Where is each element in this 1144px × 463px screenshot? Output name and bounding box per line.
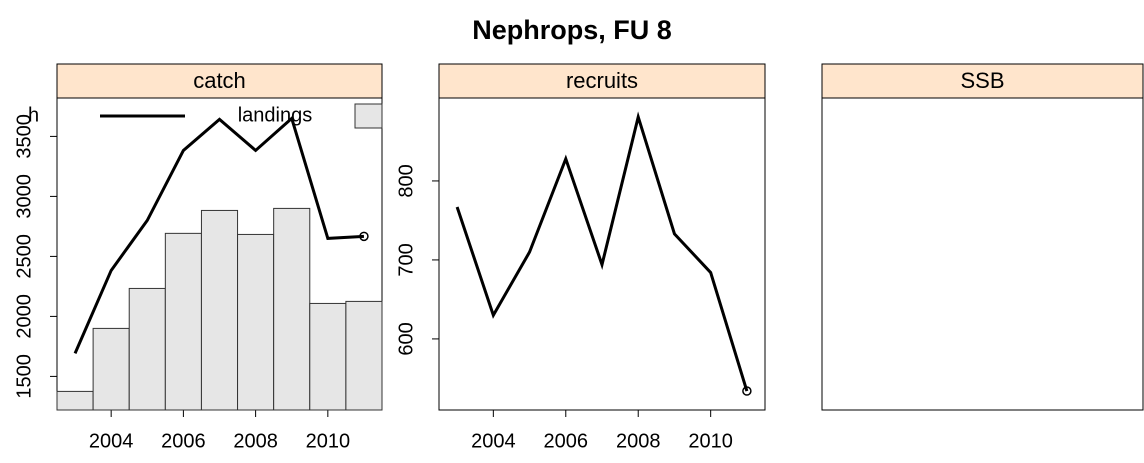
x-tick-label: 2006 xyxy=(544,430,589,452)
bar xyxy=(164,232,202,411)
strip xyxy=(438,63,766,99)
bar xyxy=(237,233,275,411)
x-tick-label: 2010 xyxy=(688,430,733,452)
strip-label: recruits xyxy=(566,68,638,93)
end-point xyxy=(359,231,369,242)
x-tick-label: 2004 xyxy=(471,430,516,452)
strip-label: catch xyxy=(193,68,246,93)
bar xyxy=(200,209,239,411)
y-tick-label: 2500 xyxy=(13,234,35,279)
y-tick-label: 800 xyxy=(395,164,417,197)
strip-label: SSB xyxy=(960,68,1004,93)
y-tick-label: 600 xyxy=(395,322,417,355)
bar xyxy=(92,327,130,411)
x-tick-label: 2008 xyxy=(233,430,278,452)
x-tick-label: 2010 xyxy=(306,430,351,452)
panel xyxy=(438,97,766,411)
panel xyxy=(821,97,1144,411)
figure-title: Nephrops, FU 8 xyxy=(472,15,672,45)
end-point xyxy=(742,386,752,396)
line xyxy=(73,115,365,354)
bar xyxy=(345,300,383,411)
x-tick-label: 2004 xyxy=(89,430,134,452)
bar xyxy=(128,287,166,411)
x-tick-label: 2006 xyxy=(161,430,206,452)
y-tick-label: 700 xyxy=(395,243,417,276)
bar xyxy=(273,207,311,411)
y-tick-label: 3500 xyxy=(13,114,35,159)
bar xyxy=(309,302,347,411)
legend-label: landings xyxy=(238,104,313,126)
x-tick-label: 2008 xyxy=(616,430,661,452)
legend-key xyxy=(354,103,383,129)
y-tick-label: 3000 xyxy=(13,174,35,219)
bar xyxy=(56,390,94,411)
line xyxy=(455,111,749,392)
legend-label: h xyxy=(28,104,39,126)
strip xyxy=(56,63,383,99)
y-tick-label: 1500 xyxy=(13,354,35,399)
y-tick-label: 2000 xyxy=(13,294,35,339)
